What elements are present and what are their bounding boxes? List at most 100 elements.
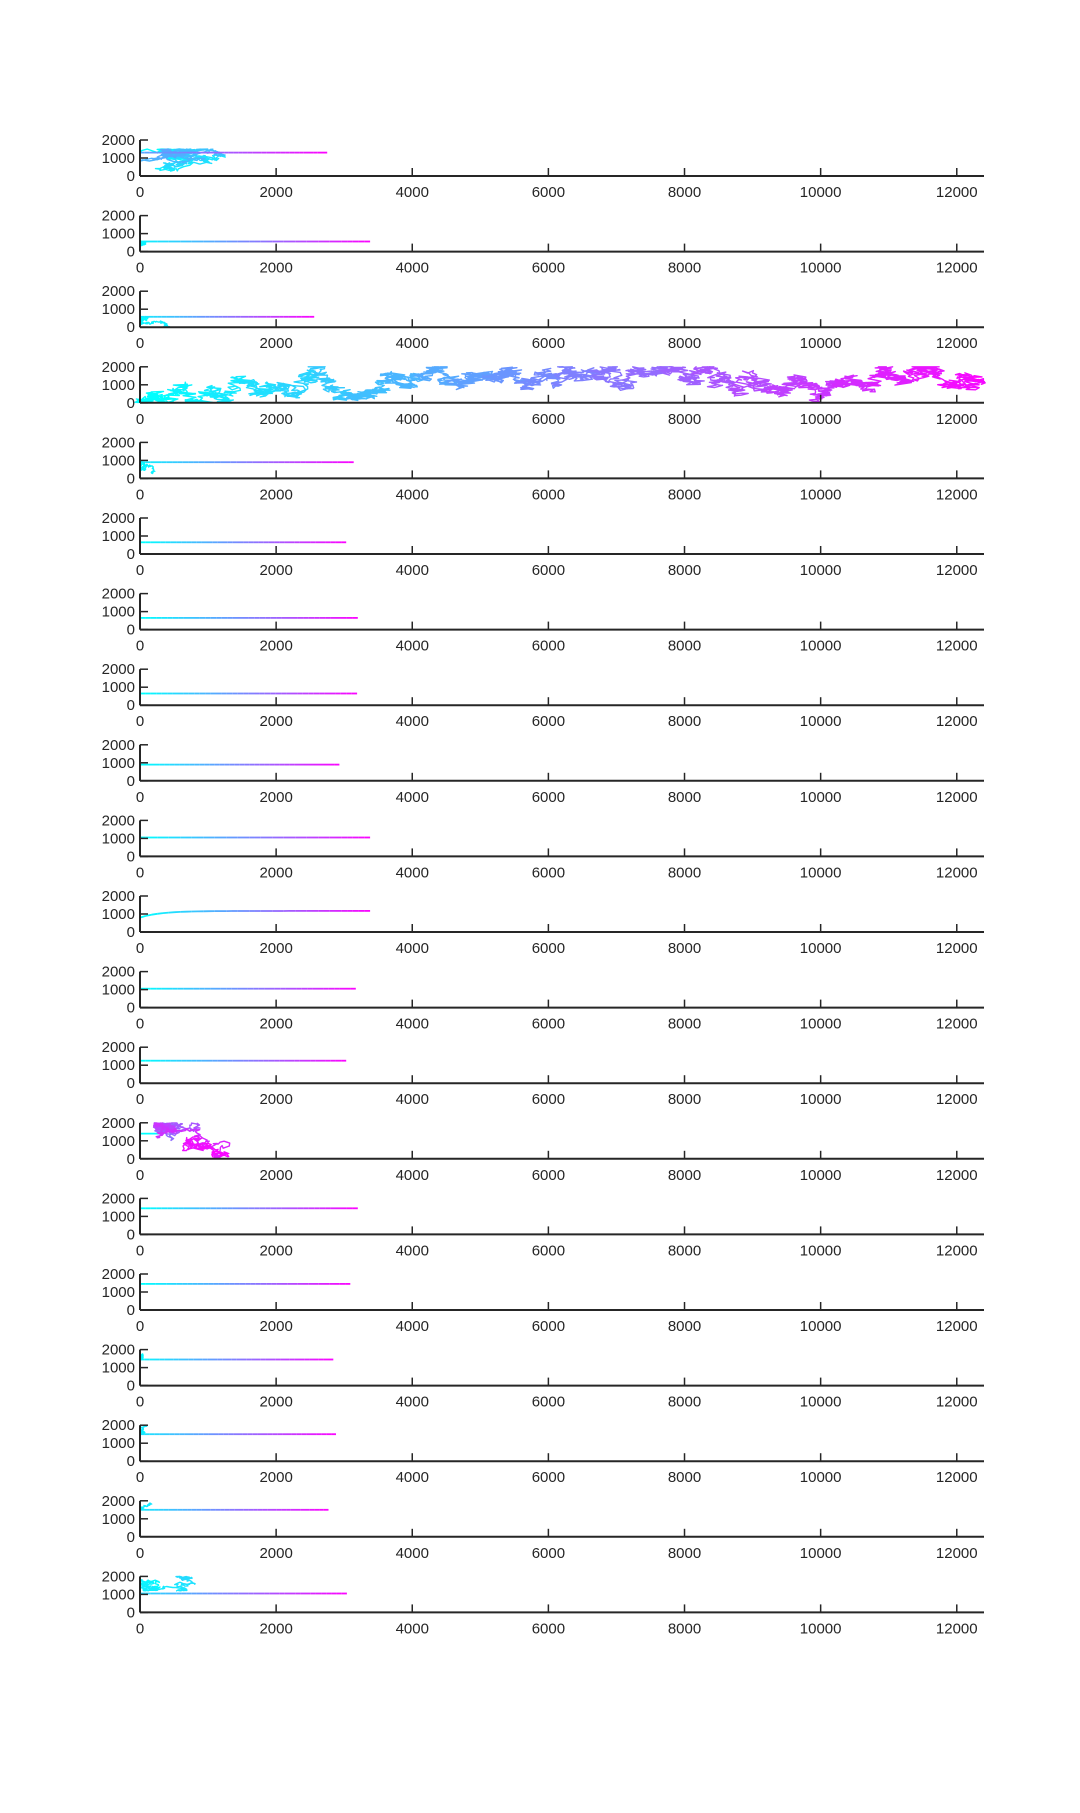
subplot-17-wander-segment-29 xyxy=(140,1354,143,1358)
subplot-4-trajectory-segment-18 xyxy=(763,374,812,398)
subplot-4-x-tick-label-8000: 8000 xyxy=(668,411,701,428)
subplot-20-wander-segment-6 xyxy=(139,1579,151,1584)
subplot-20-wander-segment-20 xyxy=(188,1579,196,1585)
subplot-17-x-tick-label-6000: 6000 xyxy=(532,1394,565,1411)
subplot-2-y-tick-label-0: 0 xyxy=(127,244,135,261)
subplot-14-trajectory-segment-15 xyxy=(165,1127,204,1139)
subplot-14-trajectory-segment-23 xyxy=(193,1141,223,1156)
subplot-5-y-tick-label-1000: 1000 xyxy=(102,452,135,469)
subplot-19-x-tick-label-10000: 10000 xyxy=(800,1545,842,1562)
subplot-17-trajectory xyxy=(139,1353,334,1361)
subplot-14-x-tick-label-12000: 12000 xyxy=(936,1167,978,1184)
subplot-12-x-tick-label-8000: 8000 xyxy=(668,1016,701,1033)
subplot-15-y-tick-label-1000: 1000 xyxy=(102,1208,135,1225)
subplot-17-x-tick-label-10000: 10000 xyxy=(800,1394,842,1411)
subplot-18-trajectory xyxy=(139,1424,336,1436)
subplot-1-wander-segment-8 xyxy=(198,154,225,162)
subplot-4-trajectory-segment-22 xyxy=(902,366,947,386)
subplot-19-x-tick-label-6000: 6000 xyxy=(532,1545,565,1562)
subplot-8-x-tick-label-12000: 12000 xyxy=(936,713,978,730)
subplot-4-trajectory-segment-16 xyxy=(690,366,743,393)
subplot-3-y-tick-label-2000: 2000 xyxy=(102,283,135,300)
subplot-1-wander-segment-11 xyxy=(162,152,192,168)
subplot-20-x-tick-label-2000: 2000 xyxy=(259,1620,292,1637)
subplot-5-wander-segment-25 xyxy=(151,465,155,471)
subplot-9-y-tick-label-1000: 1000 xyxy=(102,755,135,772)
subplot-20-x-tick-label-4000: 4000 xyxy=(396,1620,429,1637)
subplot-11-y-tick-label-1000: 1000 xyxy=(102,906,135,923)
subplot-10-x-tick-label-8000: 8000 xyxy=(668,864,701,881)
subplot-3-wander-segment-16 xyxy=(150,320,157,325)
subplot-4-y-tick-label-2000: 2000 xyxy=(102,359,135,376)
subplot-14-y-tick-label-2000: 2000 xyxy=(102,1115,135,1132)
subplot-18-x-tick-label-12000: 12000 xyxy=(936,1469,978,1486)
subplot-4-trajectory-segment-7 xyxy=(379,370,424,389)
subplot-14-x-tick-label-0: 0 xyxy=(136,1167,144,1184)
subplot-19-y-tick-label-0: 0 xyxy=(127,1529,135,1546)
subplot-5-x-tick-label-4000: 4000 xyxy=(396,486,429,503)
subplot-14-x-tick-label-10000: 10000 xyxy=(800,1167,842,1184)
subplot-16-x-tick-label-0: 0 xyxy=(136,1318,144,1335)
subplot-8-y-tick-label-0: 0 xyxy=(127,697,135,714)
subplot-6-x-tick-label-4000: 4000 xyxy=(396,562,429,579)
subplot-19-x-tick-label-4000: 4000 xyxy=(396,1545,429,1562)
subplot-7-x-tick-label-6000: 6000 xyxy=(532,638,565,655)
subplot-20-wander-segment-10 xyxy=(142,1585,152,1591)
subplot-8-x-tick-label-8000: 8000 xyxy=(668,713,701,730)
subplot-10-x-tick-label-0: 0 xyxy=(136,864,144,881)
subplot-3-x-tick-label-8000: 8000 xyxy=(668,335,701,352)
subplot-14-x-tick-label-8000: 8000 xyxy=(668,1167,701,1184)
subplot-4-x-tick-label-2000: 2000 xyxy=(259,411,292,428)
subplot-4-trajectory-segment-3 xyxy=(238,379,283,398)
subplot-7-x-tick-label-12000: 12000 xyxy=(936,638,978,655)
subplot-9-x-tick-label-2000: 2000 xyxy=(259,789,292,806)
subplot-13-x-tick-label-6000: 6000 xyxy=(532,1091,565,1108)
subplot-5-wander-segment-29 xyxy=(151,470,156,473)
subplot-11-flat-trajectory-segment-4 xyxy=(162,911,169,914)
subplot-4-trajectory-segment-23 xyxy=(937,372,986,391)
subplot-15-x-tick-label-0: 0 xyxy=(136,1242,144,1259)
subplot-16-y-tick-label-0: 0 xyxy=(127,1302,135,1319)
subplot-3-x-tick-label-12000: 12000 xyxy=(936,335,978,352)
subplot-10-y-tick-label-1000: 1000 xyxy=(102,830,135,847)
subplot-5-y-tick-label-0: 0 xyxy=(127,470,135,487)
subplot-13-x-tick-label-0: 0 xyxy=(136,1091,144,1108)
subplot-9-y-tick-label-2000: 2000 xyxy=(102,737,135,754)
subplot-5-wander-segment-20 xyxy=(143,465,147,471)
subplot-11-flat-trajectory-segment-1 xyxy=(145,913,152,917)
subplot-1-x-tick-label-12000: 12000 xyxy=(936,184,978,201)
subplot-16-y-tick-label-1000: 1000 xyxy=(102,1284,135,1301)
subplot-3-wander-segment-3 xyxy=(144,317,149,322)
subplot-9-x-tick-label-0: 0 xyxy=(136,789,144,806)
subplot-1-y-tick-label-1000: 1000 xyxy=(102,150,135,167)
subplot-4-x-tick-label-12000: 12000 xyxy=(936,411,978,428)
subplot-20-wander-segment-14 xyxy=(162,1585,184,1590)
subplot-12-x-tick-label-10000: 10000 xyxy=(800,1016,842,1033)
subplot-7-x-tick-label-2000: 2000 xyxy=(259,638,292,655)
subplot-6-x-tick-label-12000: 12000 xyxy=(936,562,978,579)
subplot-17-y-tick-label-0: 0 xyxy=(127,1378,135,1395)
subplot-11-flat-trajectory-segment-3 xyxy=(157,912,164,915)
subplot-5-y-tick-label-2000: 2000 xyxy=(102,434,135,451)
subplot-2-x-tick-label-4000: 4000 xyxy=(396,260,429,277)
subplot-4-x-tick-label-0: 0 xyxy=(136,411,144,428)
subplot-4-trajectory-segment-21 xyxy=(866,366,915,387)
subplot-2-x-tick-label-0: 0 xyxy=(136,260,144,277)
subplot-19-y-tick-label-2000: 2000 xyxy=(102,1493,135,1510)
subplot-9-x-tick-label-12000: 12000 xyxy=(936,789,978,806)
subplot-8-x-tick-label-4000: 4000 xyxy=(396,713,429,730)
subplot-11-x-tick-label-2000: 2000 xyxy=(259,940,292,957)
subplot-10-x-tick-label-4000: 4000 xyxy=(396,864,429,881)
subplot-20-x-tick-label-0: 0 xyxy=(136,1620,144,1637)
subplot-12-x-tick-label-4000: 4000 xyxy=(396,1016,429,1033)
subplot-12-x-tick-label-2000: 2000 xyxy=(259,1016,292,1033)
subplot-10-y-tick-label-2000: 2000 xyxy=(102,812,135,829)
subplot-5-x-tick-label-0: 0 xyxy=(136,486,144,503)
